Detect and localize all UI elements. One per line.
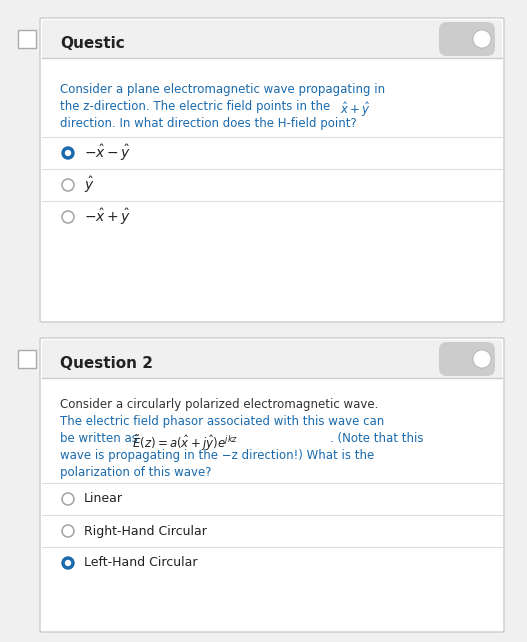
- Text: Linear: Linear: [84, 492, 123, 505]
- Circle shape: [62, 211, 74, 223]
- Circle shape: [62, 525, 74, 537]
- FancyBboxPatch shape: [18, 350, 36, 368]
- Circle shape: [473, 350, 491, 368]
- Text: direction. In what direction does the H-field point?: direction. In what direction does the H-…: [60, 117, 357, 130]
- Text: be written as: be written as: [60, 432, 142, 445]
- Text: $-\hat{x} + \hat{y}$: $-\hat{x} + \hat{y}$: [84, 207, 131, 227]
- Text: Question 2: Question 2: [60, 356, 153, 372]
- Text: Consider a circularly polarized electromagnetic wave.: Consider a circularly polarized electrom…: [60, 398, 378, 411]
- Text: the z-direction. The electric field points in the: the z-direction. The electric field poin…: [60, 100, 334, 113]
- FancyBboxPatch shape: [439, 342, 495, 376]
- Text: Left-Hand Circular: Left-Hand Circular: [84, 557, 198, 569]
- Text: Right-Hand Circular: Right-Hand Circular: [84, 525, 207, 537]
- Text: $\tilde{E}(z) = a(\hat{x} + j\hat{y})e^{jkz}$: $\tilde{E}(z) = a(\hat{x} + j\hat{y})e^{…: [132, 434, 239, 453]
- FancyBboxPatch shape: [40, 338, 504, 632]
- Text: $\hat{x} + \hat{y}$: $\hat{x} + \hat{y}$: [340, 100, 371, 119]
- Circle shape: [473, 30, 491, 48]
- FancyBboxPatch shape: [42, 340, 502, 378]
- Circle shape: [62, 557, 74, 569]
- Text: Consider a plane electromagnetic wave propagating in: Consider a plane electromagnetic wave pr…: [60, 83, 385, 96]
- Circle shape: [62, 147, 74, 159]
- Text: . (Note that this: . (Note that this: [330, 432, 424, 445]
- FancyBboxPatch shape: [18, 30, 36, 48]
- Text: $-\hat{x} - \hat{y}$: $-\hat{x} - \hat{y}$: [84, 143, 131, 163]
- Text: $\hat{y}$: $\hat{y}$: [84, 175, 95, 195]
- Text: The electric field phasor associated with this wave can: The electric field phasor associated wit…: [60, 415, 384, 428]
- FancyBboxPatch shape: [40, 18, 504, 322]
- Text: Questic: Questic: [60, 37, 125, 51]
- Text: polarization of this wave?: polarization of this wave?: [60, 466, 211, 479]
- Text: wave is propagating in the −z direction!) What is the: wave is propagating in the −z direction!…: [60, 449, 374, 462]
- Circle shape: [65, 560, 71, 566]
- FancyBboxPatch shape: [42, 20, 502, 58]
- Circle shape: [65, 150, 71, 155]
- FancyBboxPatch shape: [439, 22, 495, 56]
- Circle shape: [62, 493, 74, 505]
- Circle shape: [62, 179, 74, 191]
